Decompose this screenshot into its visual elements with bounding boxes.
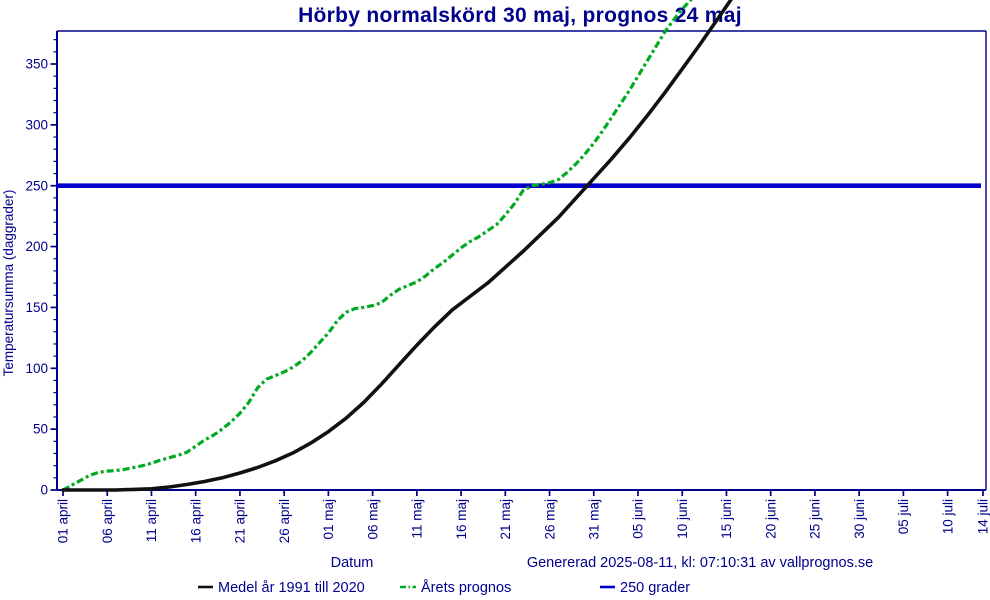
x-tick-label: 16 april: [188, 499, 203, 543]
x-tick-label: 06 april: [100, 499, 115, 543]
y-tick-label: 250: [25, 178, 48, 193]
x-tick-label: 05 juli: [896, 499, 911, 534]
x-tick-label: 10 juni: [675, 499, 690, 539]
legend-label-prognos: Årets prognos: [421, 579, 511, 596]
x-tick-label: 11 april: [144, 499, 159, 542]
legend: Medel år 1991 till 2020 Årets prognos 25…: [198, 579, 690, 596]
x-tick-label: 11 maj: [410, 499, 425, 539]
prognosis-line: [62, 0, 693, 492]
x-tick-label: 25 juni: [808, 499, 823, 539]
x-tick-label: 21 maj: [498, 499, 513, 540]
x-tick-label: 26 april: [277, 499, 292, 543]
x-tick-label: 16 maj: [454, 499, 469, 540]
y-tick-label: 200: [25, 239, 48, 254]
x-tick-label: 31 maj: [586, 499, 601, 540]
y-tick-label: 350: [25, 57, 48, 72]
y-tick-label: 0: [40, 483, 48, 498]
x-axis-ticks: 01 april 06 april 11 april 16 april 21 april…: [56, 490, 990, 543]
y-axis-title: Temperatursumma (daggrader): [1, 190, 16, 377]
mean-line: [61, 0, 733, 492]
legend-label-medel: Medel år 1991 till 2020: [218, 580, 365, 596]
y-tick-label: 150: [25, 300, 48, 315]
y-tick-label: 300: [25, 117, 48, 132]
x-tick-label: 21 april: [233, 499, 248, 543]
series-lines: [57, 0, 981, 492]
x-tick-label: 01 april: [56, 499, 71, 543]
plot-border: [56, 30, 987, 491]
x-tick-label: 14 juli: [976, 499, 990, 534]
x-axis-title: Datum: [331, 555, 374, 571]
legend-label-250: 250 grader: [620, 580, 690, 596]
y-tick-label: 100: [25, 361, 48, 376]
chart-title: Hörby normalskörd 30 maj, prognos 24 maj: [298, 4, 742, 27]
x-tick-label: 15 juni: [719, 499, 734, 539]
y-tick-label: 50: [33, 422, 48, 437]
x-tick-label: 26 maj: [542, 499, 557, 540]
generated-note: Genererad 2025-08-11, kl: 07:10:31 av va…: [527, 555, 873, 571]
x-tick-label: 06 maj: [365, 499, 380, 540]
x-tick-label: 01 maj: [321, 499, 336, 540]
y-axis-ticks: 0 50 100 150 200 250 300 350: [25, 39, 57, 498]
x-tick-label: 10 juli: [940, 499, 955, 534]
x-tick-label: 20 juni: [763, 499, 778, 539]
x-tick-label: 30 juni: [852, 499, 867, 539]
x-tick-label: 05 juni: [631, 499, 646, 539]
